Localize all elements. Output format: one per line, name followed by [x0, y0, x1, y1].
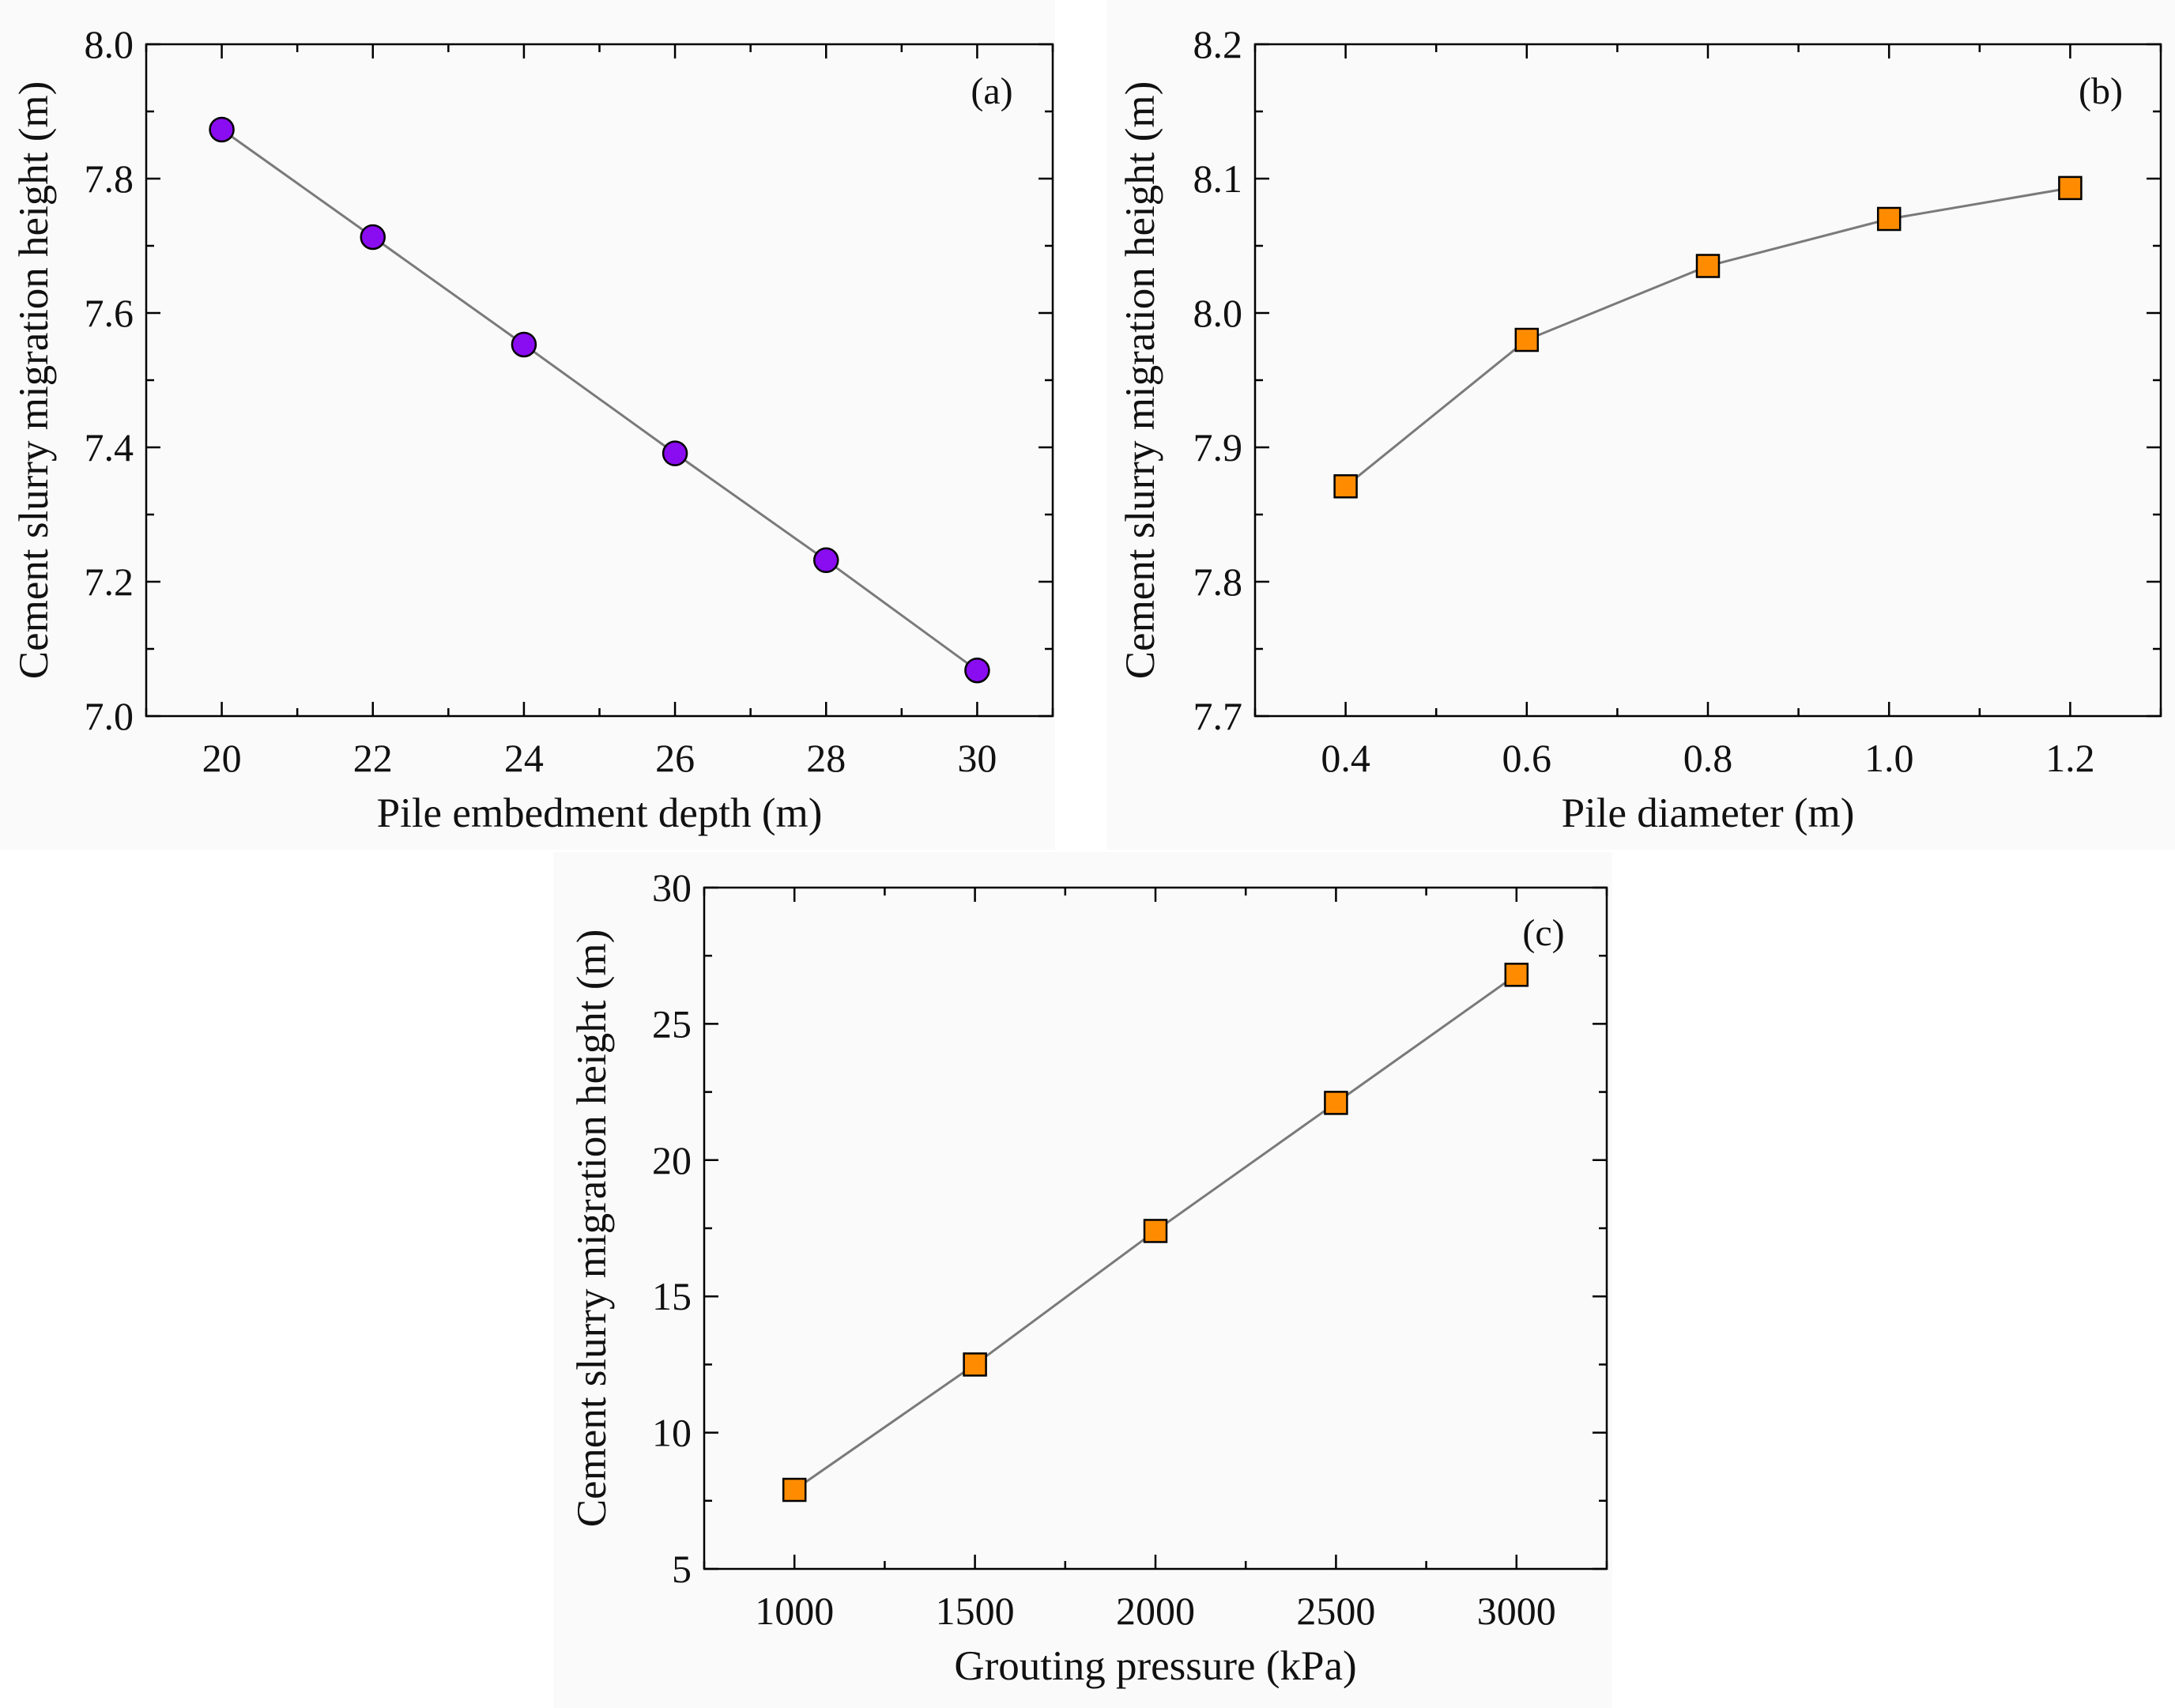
y-tick-label: 25: [652, 1001, 692, 1046]
plot-frame: [145, 43, 1054, 718]
chart-c: 1000 1500 2000 2500 3000 5 10 15 20 25 30 Grouting …: [569, 865, 1608, 1689]
y-axis-title: Cement slurry migration height (m): [1118, 81, 1163, 680]
data-point: [1504, 963, 1529, 987]
x-tick-label: 2000: [1116, 1589, 1195, 1633]
data-point: [1514, 327, 1540, 353]
data-point: [511, 331, 537, 358]
data-point: [1876, 206, 1902, 232]
data-point: [2058, 175, 2083, 201]
y-tick-label: 7.8: [1193, 560, 1243, 604]
panel-b-background: [1106, 0, 2175, 850]
x-tick-label: 1000: [755, 1589, 834, 1633]
y-tick-label: 10: [652, 1411, 692, 1455]
x-tick-label: 28: [806, 736, 846, 780]
x-tick-label: 1.2: [2045, 736, 2095, 780]
data-point: [662, 440, 688, 466]
y-tick-label: 15: [652, 1274, 692, 1318]
chart-b: 0.4 0.6 0.8 1.0 1.2 7.7 7.8 7.9 8.0 8.1 8.2 Pile di…: [1118, 22, 2162, 836]
data-point: [1333, 474, 1358, 499]
panel-label: (a): [971, 70, 1012, 112]
y-tick-label: 30: [652, 865, 692, 910]
data-point: [209, 116, 235, 143]
plot-frame: [1253, 43, 2162, 718]
data-point: [963, 1352, 987, 1377]
panel-label: (b): [2079, 70, 2123, 112]
series-line: [221, 128, 978, 672]
data-point: [813, 547, 839, 574]
y-tick-label: 20: [652, 1138, 692, 1182]
panel-c-background: [553, 852, 1612, 1708]
x-axis-title: Pile diameter (m): [1562, 790, 1855, 836]
x-tick-label: 24: [504, 736, 544, 780]
x-tick-label: 2500: [1296, 1589, 1375, 1633]
data-point: [1143, 1219, 1168, 1243]
chart-a: 20 22 24 26 28 30 7.0 7.2 7.4 7.6 7.8 8.0 Pile embed…: [11, 22, 1054, 836]
y-tick-label: 8.2: [1193, 22, 1243, 66]
y-tick-label: 7.6: [85, 291, 134, 335]
y-tick-label: 7.2: [85, 560, 134, 604]
x-axis-title: Grouting pressure (kPa): [954, 1643, 1356, 1689]
x-tick-label: 20: [202, 736, 242, 780]
panel-label: (c): [1522, 912, 1564, 954]
panel-a-background: [0, 0, 1055, 850]
y-tick-label: 8.0: [1193, 291, 1243, 335]
x-tick-label: 26: [655, 736, 695, 780]
y-tick-label: 7.4: [85, 425, 134, 469]
y-tick-label: 8.1: [1193, 156, 1243, 201]
x-tick-label: 22: [353, 736, 393, 780]
data-point: [964, 657, 990, 684]
x-axis-title: Pile embedment depth (m): [377, 790, 823, 836]
x-tick-label: 0.8: [1683, 736, 1733, 780]
x-tick-label: 0.6: [1502, 736, 1552, 780]
series-line: [1344, 187, 2071, 488]
data-point: [1324, 1091, 1348, 1115]
y-axis-title: Cement slurry migration height (m): [569, 929, 615, 1528]
y-axis-title: Cement slurry migration height (m): [11, 81, 57, 680]
y-tick-label: 7.9: [1193, 425, 1243, 469]
data-point: [360, 224, 386, 251]
x-tick-label: 1500: [936, 1589, 1015, 1633]
y-tick-label: 7.0: [85, 694, 134, 738]
data-point: [782, 1477, 807, 1503]
data-point: [1695, 254, 1721, 278]
x-tick-label: 30: [957, 736, 997, 780]
x-tick-label: 0.4: [1321, 736, 1370, 780]
x-tick-label: 3000: [1477, 1589, 1556, 1633]
x-tick-label: 1.0: [1864, 736, 1914, 780]
y-tick-label: 7.8: [85, 156, 134, 201]
y-tick-label: 5: [672, 1547, 692, 1591]
y-tick-label: 8.0: [85, 22, 134, 66]
y-tick-label: 7.7: [1193, 694, 1243, 738]
